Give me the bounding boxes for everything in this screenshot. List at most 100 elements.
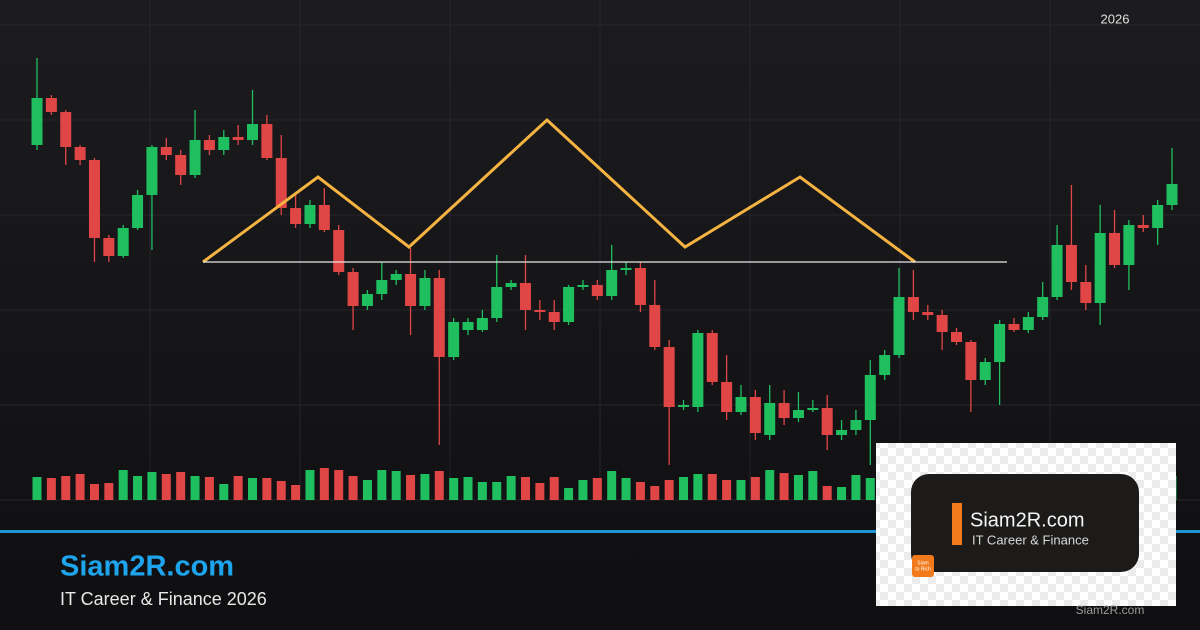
volume-bar: [147, 472, 157, 500]
volume-bar: [276, 481, 286, 500]
candle-body: [1166, 184, 1178, 205]
candle-body: [836, 430, 848, 435]
candle-body: [1109, 233, 1121, 265]
candle-body: [792, 410, 804, 418]
volume-bar: [463, 477, 473, 500]
volume-bar: [391, 471, 401, 500]
volume-bar: [736, 480, 746, 500]
candle-body: [764, 403, 776, 435]
volume-bar: [765, 470, 775, 500]
volume-bar: [204, 477, 214, 500]
candle-body: [678, 405, 690, 407]
candle-body: [146, 147, 158, 195]
volume-bar: [707, 474, 717, 500]
candle-body: [1008, 324, 1020, 330]
candle-body: [1080, 282, 1092, 303]
candle-body: [620, 268, 632, 270]
volume-bar: [650, 486, 660, 500]
volume-bar: [406, 475, 416, 500]
volume-bar: [291, 485, 301, 500]
volume-bar: [808, 471, 818, 500]
volume-bar: [104, 483, 114, 500]
candle-body: [175, 155, 187, 175]
volume-bar: [434, 471, 444, 500]
candle-body: [907, 297, 919, 312]
candle-body: [649, 305, 661, 347]
candle-body: [304, 205, 316, 224]
candle-body: [347, 272, 359, 306]
volume-bar: [61, 476, 71, 500]
candle-body: [88, 160, 100, 238]
candle-body: [433, 278, 445, 357]
candle-body: [218, 137, 230, 150]
year: 2026: [1101, 11, 1130, 26]
volume-bar: [362, 480, 372, 500]
candle-body: [591, 285, 603, 296]
candle-body: [606, 270, 618, 296]
candle-body: [548, 312, 560, 322]
candle-body: [1065, 245, 1077, 282]
candle-body: [74, 147, 86, 160]
candle-body: [936, 315, 948, 332]
candle-body: [965, 342, 977, 380]
candle-body: [31, 98, 43, 145]
volume-bar: [233, 476, 243, 500]
volume-bar: [176, 472, 186, 500]
candle-body: [692, 333, 704, 407]
logo-card: [911, 474, 1139, 572]
candle-body: [879, 355, 891, 375]
watermark: Siam2R.com: [1076, 603, 1145, 617]
candle-body: [922, 312, 934, 315]
candle-body: [563, 287, 575, 322]
volume-bar: [592, 478, 602, 500]
candle-body: [1094, 233, 1106, 303]
candle-body: [462, 322, 474, 330]
candle-body: [807, 408, 819, 410]
volume-bar: [664, 480, 674, 500]
volume-bar: [693, 474, 703, 500]
brand-name: Siam2R.com: [60, 551, 234, 583]
volume-bar: [506, 476, 516, 500]
candle-body: [189, 140, 201, 175]
candle-body: [994, 324, 1006, 362]
volume-bar: [750, 477, 760, 500]
candle-body: [850, 420, 862, 430]
volume-bar: [578, 480, 588, 500]
logo-badge: [912, 555, 934, 577]
volume-bar: [248, 478, 258, 500]
volume-bar: [118, 470, 128, 500]
candle-body: [1123, 225, 1135, 265]
candle-body: [1037, 297, 1049, 317]
volume-bar: [722, 480, 732, 500]
volume-bar: [377, 470, 387, 500]
volume-bar: [865, 478, 875, 500]
volume-bar: [549, 477, 559, 500]
candle-body: [864, 375, 876, 420]
candle-body: [1137, 225, 1149, 228]
candle-body: [275, 158, 287, 208]
candle-body: [534, 310, 546, 312]
candle-body: [261, 124, 273, 158]
volume-bar: [348, 476, 358, 500]
candle-body: [1152, 205, 1164, 228]
candle-body: [1051, 245, 1063, 297]
candle-body: [1022, 317, 1034, 330]
candle-body: [950, 332, 962, 342]
candle-body: [160, 147, 172, 155]
volume-bar: [535, 483, 545, 500]
candle-body: [333, 230, 345, 272]
candle-body: [519, 283, 531, 310]
logo-bar: [952, 503, 962, 545]
candle-body: [132, 195, 144, 228]
volume-bar: [477, 482, 487, 500]
candle-body: [505, 283, 517, 287]
candle-body: [821, 408, 833, 435]
candle-body: [577, 285, 589, 287]
volume-bar: [75, 474, 85, 500]
candle-body: [361, 294, 373, 306]
candle-body: [634, 268, 646, 305]
volume-bar: [779, 473, 789, 500]
candle-body: [893, 297, 905, 355]
logo-name: Siam2R.com: [970, 509, 1084, 531]
